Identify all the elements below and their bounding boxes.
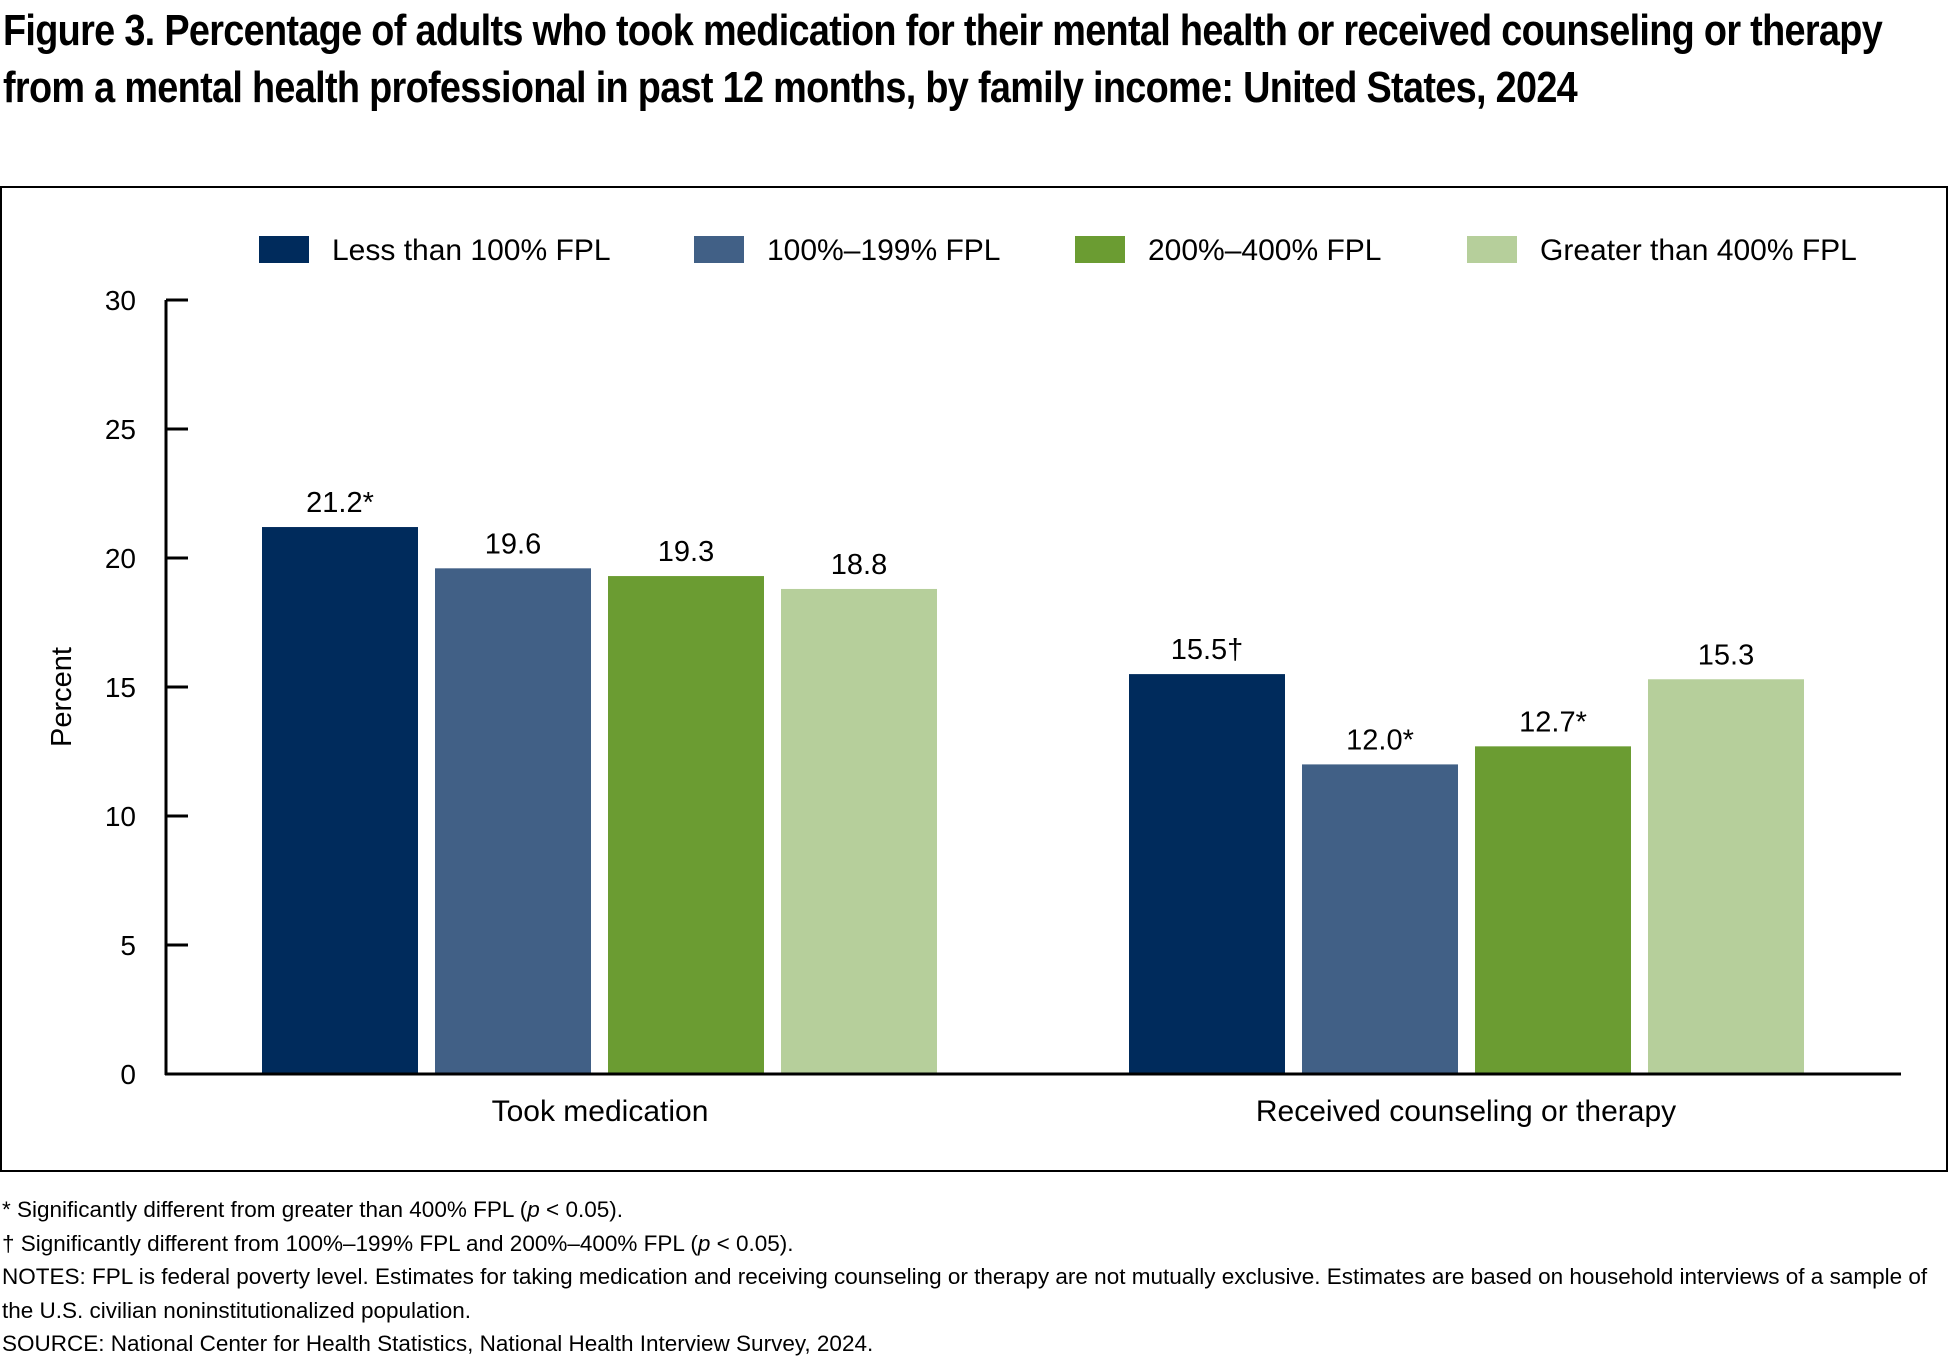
- y-axis: 0 5 10 15 20 25 30 Percent: [46, 285, 188, 1090]
- legend-label: Less than 100% FPL: [332, 234, 611, 267]
- bar: [1129, 674, 1285, 1074]
- bar: [1475, 746, 1631, 1074]
- bar-value-label: 19.3: [658, 536, 714, 568]
- y-tick-label: 30: [105, 285, 136, 316]
- x-axis: Took medication Received counseling or th…: [165, 1072, 1901, 1128]
- legend-item: 200%–400% FPL: [1075, 234, 1382, 267]
- bar: [435, 568, 591, 1074]
- footnote-notes: NOTES: FPL is federal poverty level. Est…: [2, 1264, 1928, 1323]
- legend-swatch: [1467, 236, 1517, 263]
- y-tick-label: 25: [105, 414, 136, 445]
- y-tick-label: 0: [120, 1059, 136, 1090]
- bar-value-label: 21.2*: [306, 487, 374, 519]
- bar: [781, 588, 937, 1074]
- y-tick-label: 20: [105, 543, 136, 574]
- y-axis-label: Percent: [46, 647, 78, 747]
- bar-value-label: 18.8: [831, 549, 887, 581]
- footnote-significance-1: * Significantly different from greater t…: [2, 1193, 1947, 1227]
- bar-value-label: 15.5†: [1171, 634, 1244, 666]
- bar: [1302, 764, 1458, 1074]
- y-tick-label: 10: [105, 801, 136, 832]
- bar-value-label: 19.6: [485, 528, 541, 560]
- footnote-text-end: < 0.05).: [539, 1197, 623, 1222]
- bar: [262, 527, 418, 1074]
- x-category-label: Received counseling or therapy: [1256, 1095, 1676, 1128]
- chart-frame: [0, 186, 1948, 1172]
- footnotes: * Significantly different from greater t…: [2, 1193, 1947, 1361]
- legend-item: Greater than 400% FPL: [1467, 234, 1857, 267]
- figure-title: Figure 3. Percentage of adults who took …: [3, 6, 1883, 112]
- bar: [1648, 679, 1804, 1074]
- bar-chart: Less than 100% FPL 100%–199% FPL 200%–400%…: [46, 234, 1901, 1128]
- legend-item: 100%–199% FPL: [694, 234, 1001, 267]
- p-symbol: p: [697, 1230, 711, 1256]
- legend-item: Less than 100% FPL: [259, 234, 611, 267]
- p-symbol: p: [527, 1197, 540, 1222]
- legend-swatch: [694, 236, 744, 263]
- legend-swatch: [1075, 236, 1125, 263]
- bar: [608, 576, 764, 1074]
- data-labels: 21.2* 19.6 19.3 18.8 15.5† 12.0* 12.7* 15.3: [306, 487, 1754, 756]
- legend-swatch: [259, 236, 309, 263]
- legend-label: Greater than 400% FPL: [1540, 234, 1857, 267]
- legend-label: 200%–400% FPL: [1148, 234, 1382, 267]
- y-tick-label: 15: [105, 672, 136, 703]
- chart-legend: Less than 100% FPL 100%–199% FPL 200%–400%…: [259, 234, 1857, 267]
- footnote-significance-2: † Significantly different from 100%–199%…: [2, 1227, 1947, 1261]
- footnote-text: * Significantly different from greater t…: [2, 1197, 528, 1222]
- y-tick-label: 5: [120, 930, 136, 961]
- footnote-text: † Significantly different from 100%–199%…: [2, 1230, 698, 1256]
- bar-value-label: 12.7*: [1519, 706, 1587, 738]
- bar-group: [262, 527, 1804, 1074]
- x-category-label: Took medication: [492, 1095, 709, 1128]
- footnote-source: SOURCE: National Center for Health Stati…: [2, 1331, 874, 1356]
- legend-label: 100%–199% FPL: [767, 234, 1001, 267]
- bar-value-label: 15.3: [1698, 639, 1754, 671]
- bar-value-label: 12.0*: [1346, 724, 1414, 756]
- footnote-text-end: < 0.05).: [710, 1230, 794, 1256]
